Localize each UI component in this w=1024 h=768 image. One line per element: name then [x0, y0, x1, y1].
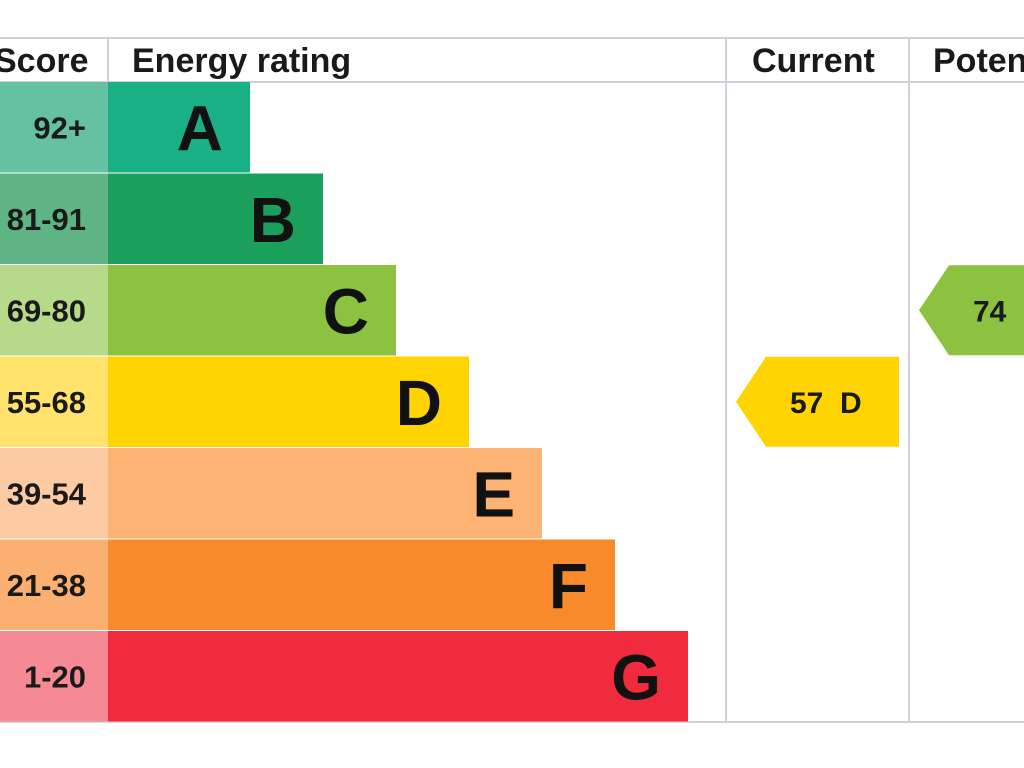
- score-cell-e: [0, 448, 108, 539]
- band-letter-e: E: [472, 458, 515, 530]
- band-bar-d: [108, 356, 469, 447]
- score-range-c: 69-80: [7, 293, 86, 328]
- potential-rating-arrow: [919, 265, 1024, 356]
- header-potential: Poten: [933, 42, 1024, 80]
- current-rating-arrow: [736, 356, 899, 447]
- band-letter-f: F: [549, 550, 588, 622]
- current-rating-label: 57 D: [790, 387, 862, 420]
- band-letter-c: C: [323, 275, 369, 347]
- band-letter-b: B: [250, 184, 296, 256]
- score-cell-g: [0, 631, 108, 722]
- header-current: Current: [752, 42, 875, 80]
- band-bar-a: [108, 82, 250, 173]
- band-letter-g: G: [611, 641, 661, 713]
- header-score: Score: [0, 42, 89, 80]
- rating-indicators: 57 D 74: [736, 265, 1024, 447]
- score-cell-b: [0, 173, 108, 264]
- score-cell-f: [0, 539, 108, 630]
- score-range-e: 39-54: [7, 476, 87, 511]
- score-range-f: 21-38: [7, 568, 86, 603]
- header-energy-rating: Energy rating: [132, 42, 351, 80]
- potential-rating-label: 74: [973, 295, 1007, 328]
- band-bar-c: [108, 265, 396, 356]
- score-range-d: 55-68: [7, 385, 86, 420]
- band-letter-a: A: [177, 92, 223, 164]
- score-cell-d: [0, 356, 108, 447]
- score-range-g: 1-20: [24, 659, 86, 694]
- rating-bands: 92+ A 81-91 B 69-80 C 55-68 D 39-54 E 21-38 F 1-20 G: [0, 82, 688, 722]
- score-range-a: 92+: [33, 110, 86, 145]
- score-cell-a: [0, 82, 108, 173]
- band-bar-g: [108, 631, 688, 722]
- score-cell-c: [0, 265, 108, 356]
- band-letter-d: D: [396, 367, 442, 439]
- band-bar-b: [108, 173, 323, 264]
- score-range-b: 81-91: [7, 202, 86, 237]
- band-bar-e: [108, 448, 542, 539]
- band-bar-f: [108, 539, 615, 630]
